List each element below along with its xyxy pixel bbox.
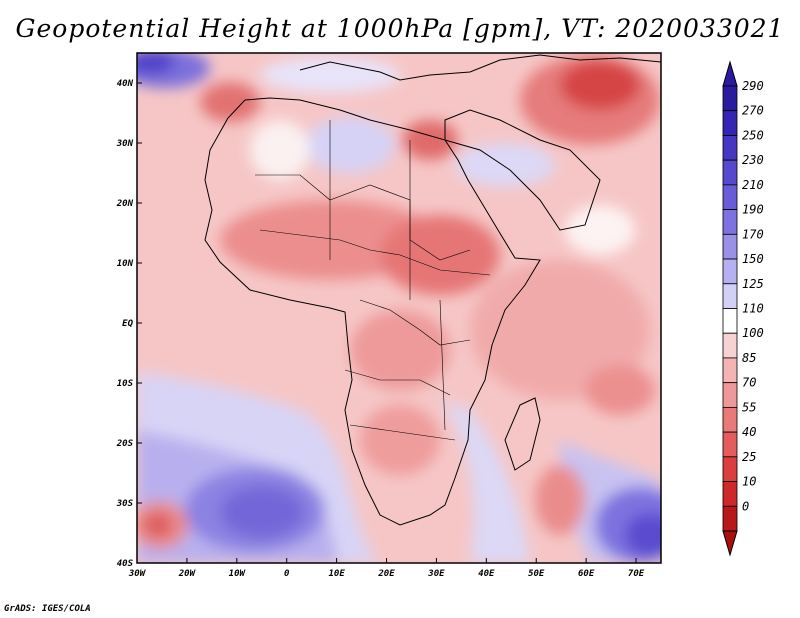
- colorbar-label: 100: [742, 326, 764, 340]
- lon-tick-label: 30E: [427, 569, 445, 579]
- lat-tick-label: 20N: [116, 199, 134, 209]
- colorbar-swatch: [722, 308, 738, 334]
- country-borders: [255, 120, 491, 441]
- colorbar-swatch: [722, 135, 738, 161]
- colorbar-label: 170: [742, 227, 764, 241]
- colorbar-swatch: [722, 159, 738, 186]
- lat-tick-label: 20S: [116, 439, 134, 449]
- longitude-axis: 30W 20W 10W 0 10E 20E 30E 40E 50E 60E 70E: [128, 558, 645, 579]
- colorbar-swatch: [722, 283, 738, 309]
- colorbar-swatch: [722, 481, 738, 507]
- colorbar-bottom-arrow: [722, 530, 738, 557]
- colorbar-label: 230: [742, 153, 764, 167]
- height-field-shading: [137, 53, 661, 563]
- colorbar-swatch: [722, 431, 738, 458]
- colorbar-label: 70: [742, 376, 756, 390]
- colorbar-label: 0: [742, 499, 749, 513]
- lon-tick-label: 60E: [578, 569, 595, 579]
- colorbar-label: 290: [742, 79, 764, 93]
- map-plot-area: [137, 53, 661, 563]
- colorbar-swatch: [722, 357, 738, 384]
- colorbar-label: 40: [742, 425, 756, 439]
- colorbar-swatch: [722, 505, 738, 532]
- colorbar: 2902702502302101901701501251101008570554…: [722, 60, 764, 557]
- lat-tick-label: EQ: [122, 319, 133, 329]
- lat-tick-label: 40N: [117, 79, 134, 89]
- colorbar-top-arrow: [722, 60, 738, 87]
- lon-tick-label: 20E: [377, 569, 395, 579]
- lat-tick-label: 40S: [117, 559, 134, 569]
- lon-tick-label: 50E: [528, 569, 545, 579]
- colorbar-label: 270: [742, 104, 764, 118]
- lat-tick-label: 10N: [117, 259, 134, 269]
- colorbar-swatch: [722, 456, 738, 482]
- lat-tick-label: 30S: [116, 499, 134, 509]
- colorbar-label: 25: [742, 450, 756, 464]
- colorbar-swatch: [722, 406, 738, 433]
- colorbar-swatch: [722, 233, 738, 260]
- colorbar-label: 85: [742, 351, 756, 365]
- latitude-axis: 40N 30N 20N 10N EQ 10S 20S 30S 40S: [116, 79, 142, 569]
- lon-tick-label: 10W: [229, 569, 247, 579]
- lon-tick-label: 40E: [478, 569, 495, 579]
- colorbar-label: 190: [742, 203, 764, 217]
- lon-tick-label: 10E: [328, 569, 345, 579]
- colorbar-swatch: [722, 209, 738, 235]
- colorbar-swatch: [722, 110, 738, 136]
- colorbar-label: 125: [742, 277, 764, 291]
- lon-tick-label: 20W: [178, 569, 197, 579]
- lat-tick-label: 30N: [116, 139, 134, 149]
- colorbar-swatch: [722, 382, 738, 408]
- colorbar-label: 10: [742, 475, 756, 489]
- colorbar-label: 210: [742, 178, 764, 192]
- colorbar-swatch: [722, 332, 738, 359]
- coastlines: [204, 54, 661, 526]
- colorbar-label: 150: [742, 252, 764, 266]
- map-frame: [136, 52, 662, 564]
- lon-tick-label: 70E: [628, 569, 645, 579]
- colorbar-swatch: [722, 85, 738, 112]
- colorbar-label: 110: [742, 302, 764, 316]
- grads-credit: GrADS: IGES/COLA: [4, 604, 91, 614]
- colorbar-swatch: [722, 258, 738, 285]
- colorbar-label: 55: [742, 400, 756, 414]
- lat-tick-label: 10S: [117, 379, 134, 389]
- map-title: Geopotential Height at 1000hPa [gpm], VT…: [15, 14, 785, 43]
- lon-tick-label: 30W: [128, 569, 147, 579]
- colorbar-label: 250: [742, 128, 764, 142]
- colorbar-swatch: [722, 184, 738, 211]
- lon-tick-label: 0: [284, 569, 290, 579]
